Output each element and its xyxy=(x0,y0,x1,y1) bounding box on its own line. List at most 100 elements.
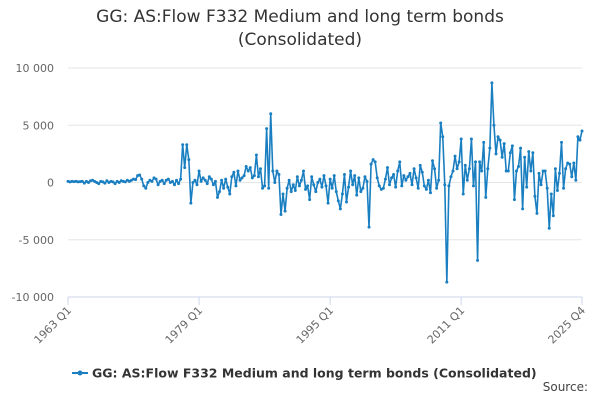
data-point xyxy=(207,175,211,179)
data-point xyxy=(220,178,224,182)
data-point xyxy=(318,177,322,181)
data-point xyxy=(330,186,334,190)
data-point xyxy=(490,81,494,85)
data-point xyxy=(422,184,426,188)
data-point xyxy=(523,155,527,159)
data-point xyxy=(193,178,197,182)
data-point xyxy=(314,190,318,194)
data-point xyxy=(254,153,258,157)
data-point xyxy=(160,178,164,182)
data-point xyxy=(426,178,430,182)
data-point xyxy=(123,180,127,184)
data-point xyxy=(258,167,262,171)
data-point xyxy=(334,190,338,194)
data-point xyxy=(469,137,473,141)
data-point xyxy=(396,169,400,173)
data-point xyxy=(261,186,265,190)
data-point xyxy=(437,178,441,182)
data-point xyxy=(113,182,117,186)
data-point xyxy=(551,214,555,218)
data-point xyxy=(312,183,316,187)
data-point xyxy=(562,186,566,190)
data-point xyxy=(166,177,170,181)
x-tick-label: 1963 Q1 xyxy=(32,304,75,347)
data-point xyxy=(529,169,533,173)
data-point xyxy=(103,181,107,185)
data-point xyxy=(408,171,412,175)
data-point xyxy=(449,175,453,179)
data-point xyxy=(412,167,416,171)
data-point xyxy=(172,183,176,187)
data-point xyxy=(222,186,226,190)
data-point xyxy=(289,190,293,194)
data-point xyxy=(263,184,267,188)
data-point xyxy=(181,143,185,147)
data-point xyxy=(316,181,320,184)
data-point xyxy=(230,175,234,179)
data-point xyxy=(226,185,230,189)
data-point xyxy=(553,167,557,171)
y-tick-label: -10 000 xyxy=(12,291,54,304)
x-tick-label: 1979 Q1 xyxy=(163,304,206,347)
data-point xyxy=(191,181,195,184)
data-point xyxy=(332,174,336,178)
data-point xyxy=(428,191,432,195)
data-point xyxy=(285,186,289,190)
data-point xyxy=(238,178,242,182)
data-point xyxy=(267,186,271,190)
data-point xyxy=(295,175,299,179)
data-point xyxy=(183,166,187,170)
data-point xyxy=(447,184,451,188)
data-point xyxy=(205,182,209,186)
data-point xyxy=(347,185,351,189)
data-point xyxy=(283,209,287,213)
data-point xyxy=(349,169,353,173)
y-tick-label: 10 000 xyxy=(16,62,55,75)
data-point xyxy=(416,186,420,190)
data-point xyxy=(252,174,256,178)
data-point xyxy=(134,178,138,182)
data-point xyxy=(377,184,381,188)
data-point xyxy=(467,167,471,171)
chart-title: GG: AS:Flow F332 Medium and long term bo… xyxy=(96,7,504,50)
data-point xyxy=(357,176,361,180)
data-point xyxy=(465,178,469,182)
data-point xyxy=(279,213,283,217)
data-point xyxy=(375,176,379,180)
data-point xyxy=(105,179,109,183)
data-point xyxy=(197,169,201,173)
data-point xyxy=(199,179,203,183)
data-point xyxy=(138,173,142,177)
data-point xyxy=(512,198,516,202)
data-point xyxy=(543,169,547,173)
data-point xyxy=(218,190,222,194)
data-point xyxy=(82,181,86,185)
data-point xyxy=(574,178,578,182)
data-point xyxy=(527,150,531,154)
data-point xyxy=(277,172,281,176)
data-point xyxy=(256,175,260,179)
data-point xyxy=(461,192,465,196)
data-point xyxy=(478,160,482,164)
data-point xyxy=(269,112,273,116)
data-point xyxy=(211,183,215,187)
data-point xyxy=(177,182,181,186)
data-point xyxy=(369,162,373,166)
y-tick-label: -5 000 xyxy=(19,234,54,247)
data-point xyxy=(156,183,160,187)
data-point xyxy=(480,169,484,173)
data-point xyxy=(533,194,537,198)
x-tick-label: 2011 Q1 xyxy=(425,304,468,347)
data-point xyxy=(213,179,217,183)
data-point xyxy=(299,178,303,182)
data-point xyxy=(326,201,330,205)
data-point xyxy=(140,177,144,181)
data-point xyxy=(459,137,463,141)
data-point xyxy=(250,176,254,180)
data-point xyxy=(162,182,166,186)
data-point xyxy=(287,178,291,182)
data-point xyxy=(236,169,240,173)
data-point xyxy=(531,151,535,155)
data-point xyxy=(578,138,582,142)
data-point xyxy=(228,192,232,196)
